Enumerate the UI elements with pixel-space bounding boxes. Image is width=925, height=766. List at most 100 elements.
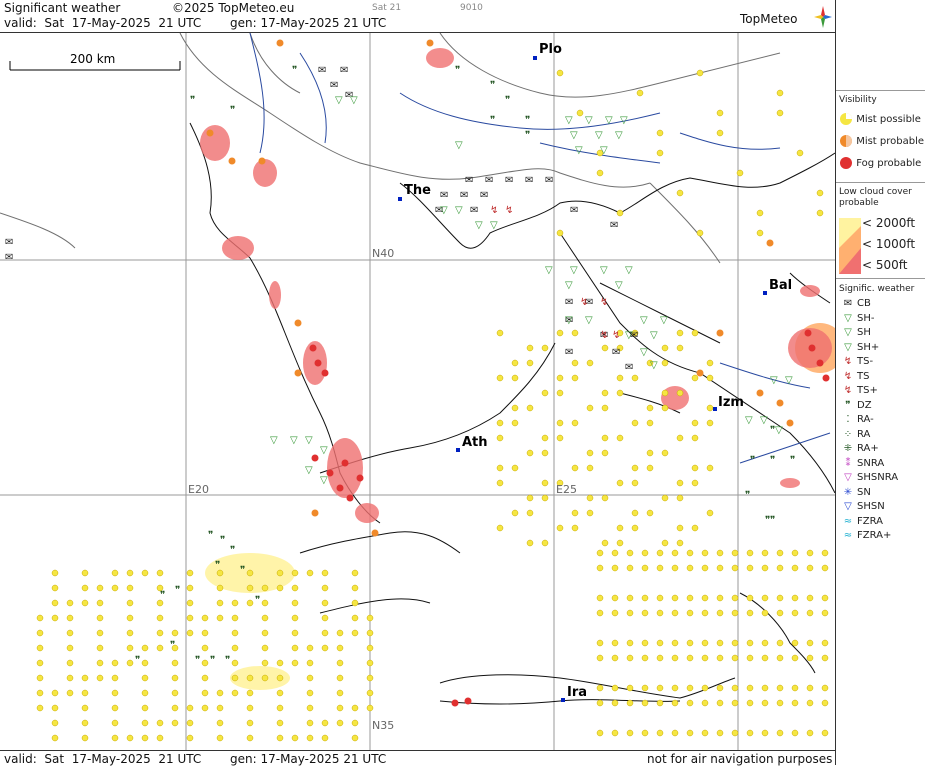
signif-symbol-icon: ✉ [843, 298, 853, 309]
footer-bar: valid: Sat 17-May-2025 21 UTC gen: 17-Ma… [0, 750, 835, 766]
svg-text:▽: ▽ [570, 130, 578, 141]
svg-text:▽: ▽ [570, 265, 578, 276]
svg-text:▽: ▽ [785, 375, 793, 386]
svg-text:↯: ↯ [600, 297, 608, 308]
svg-text:✉: ✉ [470, 205, 478, 216]
svg-text:❞: ❞ [230, 105, 235, 116]
signif-symbol-icon: ❞ [845, 399, 851, 411]
svg-text:✉: ✉ [612, 347, 620, 358]
weather-symbols: ✉ ✉✉✉✉ ✉ ✉ ✉ ✉✉ ✉ ✉✉✉✉ ✉✉✉ ✉✉ ✉✉✉✉✉ ✉▽▽▽ ▽ ▽ ▽▽ ▽ ▽▽ ▽▽▽ ▽… [5, 65, 795, 666]
svg-text:↯: ↯ [600, 330, 608, 341]
signif-symbol-icon: ≈ [843, 530, 853, 541]
svg-text:✉: ✉ [525, 175, 533, 186]
svg-text:↯: ↯ [612, 330, 620, 341]
legend-panel: Visibility Mist possible Mist probable F… [835, 0, 925, 765]
svg-text:❞: ❞ [160, 590, 165, 601]
legend-signif-shsnra: ▽ SHSNRA [839, 472, 898, 483]
legend-fog-probable: Fog probable [839, 156, 921, 170]
svg-text:❞: ❞ [175, 585, 180, 596]
legend-signif-ra-: ⁚ RA- [839, 414, 873, 425]
borders [0, 33, 781, 264]
city-ira[interactable]: Ira [567, 685, 588, 700]
svg-text:▽: ▽ [615, 130, 623, 141]
city-plo[interactable]: Plo [539, 42, 562, 57]
legend-signif-ts-: ↯ TS- [839, 356, 873, 367]
legend-signif-sh-: ▽ SH- [839, 313, 874, 324]
svg-text:▽: ▽ [440, 205, 448, 216]
legend-signif-ra-: ⁜ RA+ [839, 443, 879, 454]
svg-text:❞: ❞ [490, 115, 495, 126]
signif-symbol-icon: ▽ [844, 501, 852, 512]
svg-text:▽: ▽ [490, 220, 498, 231]
svg-text:❞: ❞ [215, 560, 220, 571]
city-izm[interactable]: Izm [718, 395, 744, 410]
signif-symbol-icon: ↯ [843, 356, 853, 367]
svg-text:▽: ▽ [320, 445, 328, 456]
mist-possible-icon [840, 113, 852, 125]
svg-text:❞: ❞ [790, 455, 795, 466]
svg-text:❞: ❞ [255, 595, 260, 606]
low-cloud-gradient-icon [839, 218, 861, 274]
signif-symbol-icon: ↯ [843, 385, 853, 396]
svg-text:❞: ❞ [525, 115, 530, 126]
signif-symbol-icon: ▽ [844, 312, 852, 324]
signif-symbol-icon: ↯ [843, 370, 853, 382]
legend-signif-fzra: ≈ FZRA [839, 516, 883, 527]
svg-text:▽: ▽ [775, 425, 783, 436]
lat-lon-grid [0, 33, 835, 750]
legend-cloud-1000: < 1000ft [862, 237, 916, 251]
map-title: Significant weather [4, 1, 121, 15]
signif-symbol-icon: ≈ [843, 515, 853, 527]
topmeteo-logo[interactable]: TopMeteo [740, 6, 832, 30]
signif-symbol-icon: ⁘ [843, 428, 853, 440]
legend-mist-possible: Mist possible [839, 112, 921, 126]
svg-text:▽: ▽ [270, 435, 278, 446]
svg-text:▽: ▽ [335, 95, 343, 106]
legend-signif-sh: ▽ SH [839, 327, 871, 338]
svg-text:↯: ↯ [505, 205, 513, 216]
legend-signif-sn: ✳ SN [839, 487, 871, 498]
svg-text:❞: ❞ [230, 545, 235, 556]
svg-text:▽: ▽ [615, 280, 623, 291]
svg-text:❞: ❞ [525, 130, 530, 141]
city-bal[interactable]: Bal [769, 278, 793, 293]
low-cloud-areas [205, 323, 835, 690]
svg-text:▽: ▽ [585, 315, 593, 326]
svg-text:▽: ▽ [455, 205, 463, 216]
svg-text:❞: ❞ [220, 535, 225, 546]
legend-cloud-500: < 500ft [862, 258, 908, 272]
svg-text:✉: ✉ [565, 347, 573, 358]
footer-note: not for air navigation purposes [647, 752, 833, 766]
footer-gen: gen: 17-May-2025 21 UTC [230, 752, 387, 766]
grid-label-n35: N35 [372, 719, 395, 732]
svg-text:▽: ▽ [625, 330, 633, 341]
legend-signif-ts-: ↯ TS+ [839, 385, 878, 396]
svg-text:✉: ✉ [480, 190, 488, 201]
svg-text:▽: ▽ [545, 265, 553, 276]
svg-text:▽: ▽ [625, 265, 633, 276]
legend-visibility-title: Visibility [839, 95, 877, 105]
svg-text:↯: ↯ [580, 297, 588, 308]
grid-label-e25: E25 [556, 483, 577, 496]
legend-signif-snra: ⁑ SNRA [839, 458, 885, 469]
footer-valid: valid: Sat 17-May-2025 21 UTC [4, 752, 202, 766]
generated-time: gen: 17-May-2025 21 UTC [230, 16, 387, 30]
svg-text:✉: ✉ [435, 205, 443, 216]
svg-text:✉: ✉ [345, 90, 353, 101]
weather-map[interactable]: ✉ ✉ ✉ ✉ ✉ ✉ ✉ ✉ ✉ ✉ ✉ ✉ ✉ ✉ ✉ ✉ ✉ ✉ ✉ ✉ ✉ ✉ ✉ ✉ ✉ ✉ ▽ ▽ ▽ ▽ ▽ ▽ ▽ ▽ ▽ ▽ ▽ ▽ ▽ ▽… [0, 33, 835, 750]
svg-text:❞: ❞ [505, 95, 510, 106]
svg-text:❞: ❞ [490, 80, 495, 91]
svg-text:❞: ❞ [750, 455, 755, 466]
svg-text:▽: ▽ [305, 435, 313, 446]
city-the[interactable]: The [404, 183, 431, 198]
legend-mist-probable: Mist probable [839, 134, 924, 148]
svg-text:✉: ✉ [465, 175, 473, 186]
svg-text:✉: ✉ [545, 175, 553, 186]
grid-label-n40: N40 [372, 247, 395, 260]
svg-text:✉: ✉ [570, 205, 578, 216]
city-ath[interactable]: Ath [462, 435, 488, 450]
svg-text:✉: ✉ [318, 65, 326, 76]
mist-probable-icon [840, 135, 852, 147]
legend-signif-ra: ⁘ RA [839, 428, 871, 440]
svg-text:✉: ✉ [565, 315, 573, 326]
